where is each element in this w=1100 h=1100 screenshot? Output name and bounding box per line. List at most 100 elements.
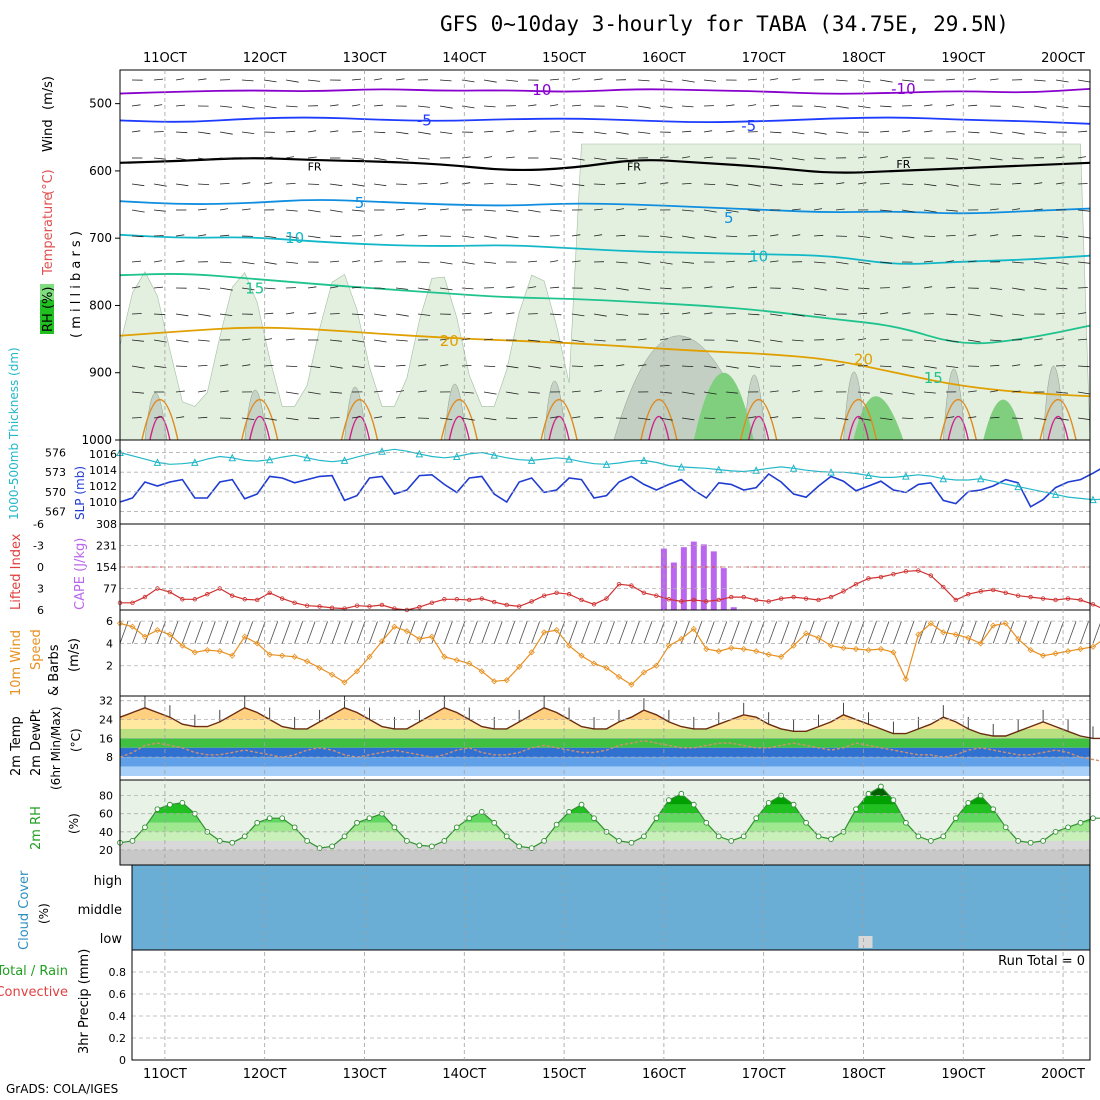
wind-barb [483,79,497,83]
wind-barb [131,235,144,238]
wind-barb [373,234,383,237]
wind-barb [263,417,277,421]
lifted-index-marker [716,597,721,603]
wind-barb [175,365,188,367]
wind-barb [531,621,541,644]
wind-barb [505,209,519,213]
temp-line [119,707,1100,740]
wind-barb [1055,287,1068,290]
wind-barb [131,260,142,263]
wind-barb [1077,235,1091,239]
lifted-index-marker [529,599,534,604]
wind-barb [307,209,321,213]
wind-barb [269,621,279,644]
wind-barb [351,313,364,316]
rh-marker [690,801,697,808]
thickness-marker [153,458,162,466]
ylabel-rh: RH (%) [41,287,56,332]
wind-speed-marker [328,671,336,678]
wind-speed-marker [516,663,523,670]
wind-barb [659,156,669,159]
wind-barb [439,208,449,211]
wind-barb [571,183,585,187]
thickness-line [119,448,1100,501]
wind-barb [857,261,871,265]
ylabel-temp-units: (°C) [69,728,83,752]
wind-barb [857,391,870,394]
ylabel-minmax: (6hr Min/Max) [49,707,63,791]
wind-barb [813,287,827,291]
wind-barb [571,78,581,81]
rh-marker [803,819,809,826]
wind-barb [285,79,299,83]
lifted-index-marker [1015,593,1021,598]
wind-barb [181,621,191,644]
cloud-cover-gap [858,936,873,948]
wind-barb [131,130,141,133]
wind-barb [615,131,629,135]
cape-bar [710,551,717,610]
wind-barb [307,183,320,185]
wind-barb [431,621,441,644]
wind-barb [175,416,185,419]
isotherm-30 [847,416,870,441]
wind-barb [307,130,317,133]
thickness-marker [789,464,798,472]
wind-barb [593,621,603,644]
wind-speed-marker [703,645,710,653]
wind-barb [879,209,892,212]
wind-barb [693,621,703,644]
wind-speed-marker [827,642,835,649]
wind-barb [1011,208,1021,211]
contour-label: -10 [891,80,916,98]
wind-barb [197,416,208,419]
wind-barb [989,364,1000,367]
wind-barb [285,365,298,367]
lifted-index-marker [591,602,597,607]
time-label-top: 13OCT [343,51,387,66]
rh-marker [728,838,735,844]
thickness-marker [902,471,910,480]
ylabel-slp: SLP (mb) [73,466,87,520]
wind-barb [527,339,540,342]
wind-barb [1030,621,1039,644]
wind-barb [857,156,867,159]
wind-barb [703,183,716,185]
lifted-index-marker [467,597,472,603]
wind-barb [879,156,889,159]
cape-tick-label: 77 [103,583,117,596]
wind-speed-marker [927,620,934,627]
wind-barb [483,365,496,367]
wind-barb [879,235,893,239]
isotherm-25 [839,398,878,441]
wind-barb [395,390,405,393]
lifted-index-marker [504,602,509,608]
wind-barb [153,235,164,237]
rh-marker [1027,839,1034,846]
wind-barb [703,209,717,213]
wind-barb [483,183,494,185]
wind-barb [153,365,167,369]
wind-barb [681,365,694,367]
wind-barb [153,131,164,133]
rh-marker [154,806,161,813]
ylabel-precip: 3hr Precip (mm) [77,949,92,1054]
wind-barb [505,130,515,133]
wind-barb [791,313,805,317]
wind-barb [923,365,937,369]
cape-tick-label: 154 [96,561,117,574]
lifted-index-marker [1028,594,1033,600]
wind-barb [725,235,738,237]
wind-barb [901,209,915,213]
wind-barb [1077,79,1091,83]
lifted-index-marker [304,603,310,608]
wind-barb [556,621,565,644]
isotherm-30 [947,416,969,441]
wind-barb [395,157,409,161]
wind-barb [945,365,959,368]
slp-tick-label: 1010 [89,496,117,509]
wind-barb [197,208,207,211]
wind-barb [843,621,852,644]
wind-barb [681,130,692,133]
wind-barb [1033,182,1043,185]
